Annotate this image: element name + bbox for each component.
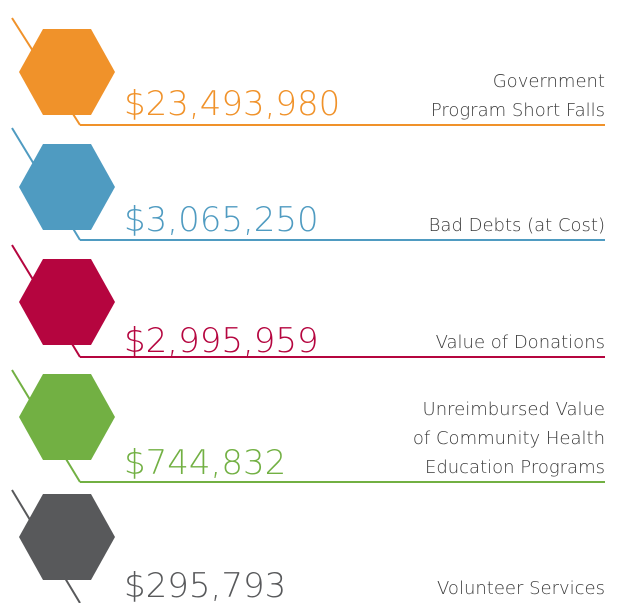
label: Government [493, 71, 605, 92]
label: Program Short Falls [431, 100, 605, 121]
amount: $23,493,980 [124, 84, 340, 124]
hexagon [19, 259, 115, 345]
label: Value of Donations [436, 332, 605, 353]
hexagon [19, 374, 115, 460]
hexagon [19, 29, 115, 115]
amount: $744,832 [124, 443, 286, 483]
hexagon [19, 494, 115, 580]
amount: $2,995,959 [124, 321, 319, 361]
label: Volunteer Services [437, 578, 605, 599]
label: Education Programs [425, 457, 605, 478]
label: of Community Health [413, 428, 605, 449]
amount: $3,065,250 [124, 200, 319, 240]
label: Bad Debts (at Cost) [429, 215, 605, 236]
amount: $295,793 [124, 566, 286, 603]
hexagon [19, 144, 115, 230]
label: Unreimbursed Value [423, 399, 605, 420]
